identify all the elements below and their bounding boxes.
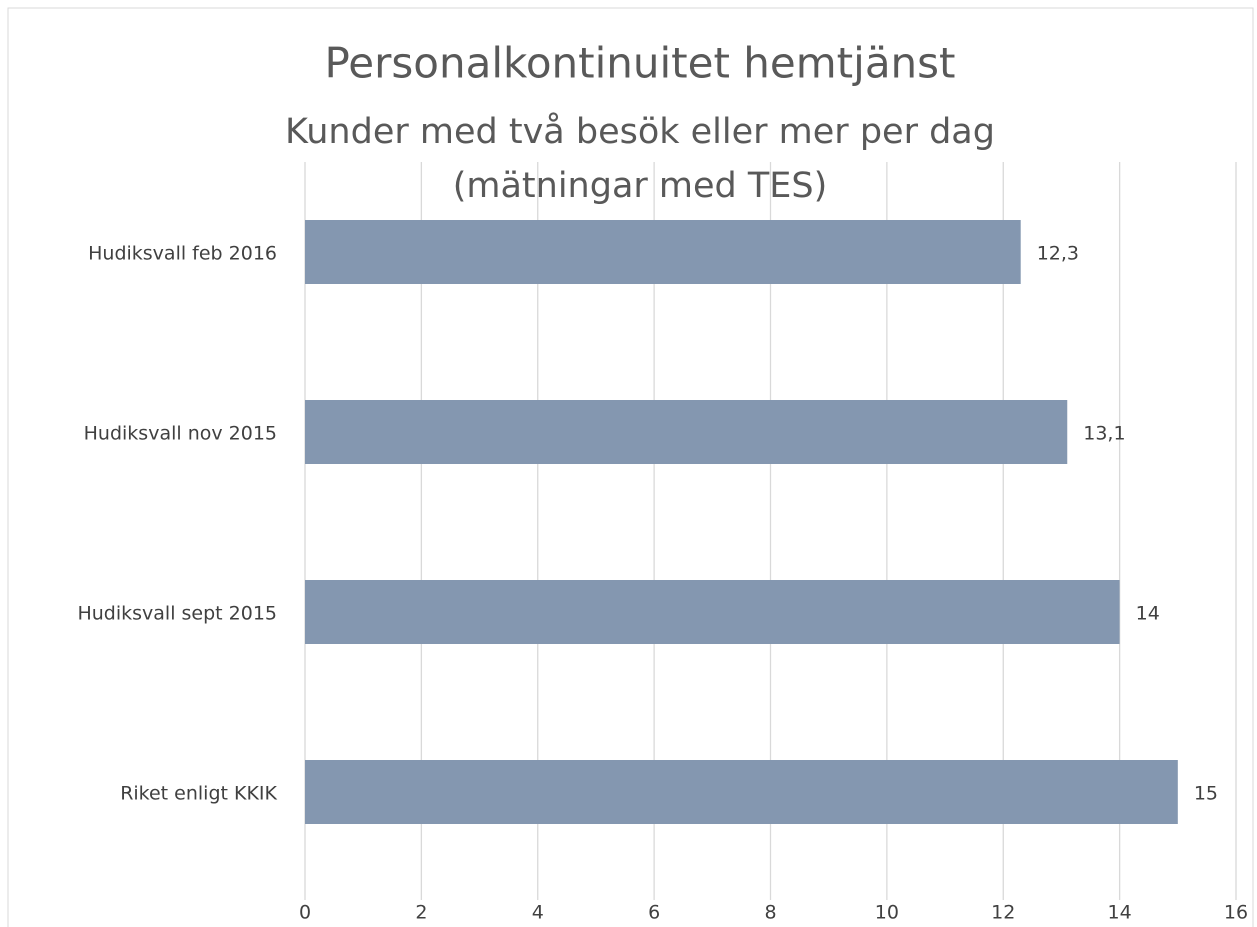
x-tick-label: 0	[299, 902, 311, 924]
chart-subtitle: (mätningar med TES)	[453, 166, 828, 206]
y-tick-label: Riket enligt KKIK	[120, 783, 277, 805]
data-label: 15	[1194, 783, 1218, 805]
x-tick-label: 2	[415, 902, 427, 924]
chart-subtitle: Kunder med två besök eller mer per dag	[285, 111, 995, 152]
x-tick-label: 6	[648, 902, 660, 924]
x-tick-label: 4	[532, 902, 544, 924]
x-tick-label: 16	[1224, 902, 1248, 924]
bar	[305, 400, 1068, 464]
y-tick-label: Hudiksvall feb 2016	[88, 243, 277, 265]
data-label: 13,1	[1083, 423, 1125, 445]
data-label: 14	[1136, 603, 1160, 625]
y-tick-label: Hudiksvall sept 2015	[77, 603, 277, 625]
y-tick-label: Hudiksvall nov 2015	[84, 423, 277, 445]
bar	[305, 220, 1021, 284]
chart-title: Personalkontinuitet hemtjänst	[324, 39, 955, 88]
x-tick-label: 12	[991, 902, 1015, 924]
data-label: 12,3	[1037, 243, 1079, 265]
x-tick-label: 14	[1108, 902, 1132, 924]
bar	[305, 580, 1120, 644]
x-tick-label: 10	[875, 902, 899, 924]
x-tick-label: 8	[764, 902, 776, 924]
bar	[305, 760, 1178, 824]
